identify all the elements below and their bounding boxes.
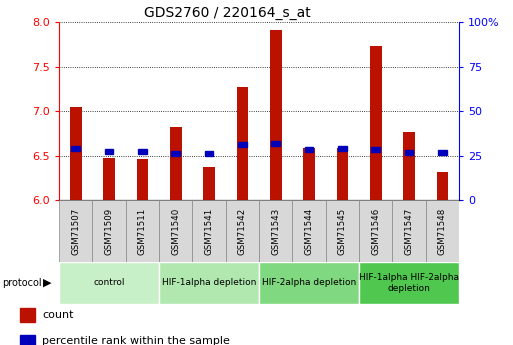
Bar xyxy=(437,172,448,200)
Bar xyxy=(171,151,180,156)
Bar xyxy=(271,141,280,146)
Bar xyxy=(438,150,447,155)
Bar xyxy=(136,159,148,200)
Text: percentile rank within the sample: percentile rank within the sample xyxy=(43,336,230,345)
FancyBboxPatch shape xyxy=(326,200,359,262)
Bar xyxy=(203,167,215,200)
Bar xyxy=(236,87,248,200)
FancyBboxPatch shape xyxy=(92,200,126,262)
FancyBboxPatch shape xyxy=(192,200,226,262)
Text: GSM71541: GSM71541 xyxy=(205,208,213,255)
FancyBboxPatch shape xyxy=(59,262,159,304)
FancyBboxPatch shape xyxy=(359,200,392,262)
Bar xyxy=(205,151,213,156)
Text: protocol: protocol xyxy=(3,278,42,288)
FancyBboxPatch shape xyxy=(259,262,359,304)
Text: GSM71542: GSM71542 xyxy=(238,208,247,255)
Bar xyxy=(305,147,313,152)
Bar xyxy=(303,148,315,200)
Text: GSM71547: GSM71547 xyxy=(405,208,413,255)
Bar xyxy=(338,146,347,151)
Bar xyxy=(71,146,80,151)
Title: GDS2760 / 220164_s_at: GDS2760 / 220164_s_at xyxy=(144,6,310,20)
Text: GSM71540: GSM71540 xyxy=(171,208,180,255)
FancyBboxPatch shape xyxy=(59,200,92,262)
Text: GSM71509: GSM71509 xyxy=(105,208,113,255)
FancyBboxPatch shape xyxy=(292,200,326,262)
FancyBboxPatch shape xyxy=(126,200,159,262)
FancyBboxPatch shape xyxy=(259,200,292,262)
Text: GSM71546: GSM71546 xyxy=(371,208,380,255)
Bar xyxy=(337,148,348,200)
Text: GSM71548: GSM71548 xyxy=(438,208,447,255)
Bar xyxy=(105,149,113,154)
Bar xyxy=(403,132,415,200)
Text: HIF-1alpha depletion: HIF-1alpha depletion xyxy=(162,278,256,287)
FancyBboxPatch shape xyxy=(359,262,459,304)
Text: count: count xyxy=(43,310,74,320)
Bar xyxy=(370,47,382,200)
Bar xyxy=(70,107,82,200)
Bar xyxy=(371,147,380,152)
Text: GSM71544: GSM71544 xyxy=(305,208,313,255)
FancyBboxPatch shape xyxy=(159,262,259,304)
Bar xyxy=(405,150,413,155)
Text: GSM71507: GSM71507 xyxy=(71,208,80,255)
Text: HIF-2alpha depletion: HIF-2alpha depletion xyxy=(262,278,356,287)
Bar xyxy=(238,142,247,147)
Bar xyxy=(103,158,115,200)
Bar xyxy=(21,335,35,345)
FancyBboxPatch shape xyxy=(426,200,459,262)
Bar xyxy=(21,308,35,322)
FancyBboxPatch shape xyxy=(226,200,259,262)
Text: GSM71543: GSM71543 xyxy=(271,208,280,255)
Text: HIF-1alpha HIF-2alpha
depletion: HIF-1alpha HIF-2alpha depletion xyxy=(359,273,459,293)
Text: GSM71545: GSM71545 xyxy=(338,208,347,255)
Bar xyxy=(138,149,147,154)
Bar xyxy=(270,30,282,200)
FancyBboxPatch shape xyxy=(159,200,192,262)
Bar xyxy=(170,127,182,200)
Text: ▶: ▶ xyxy=(43,278,51,288)
FancyBboxPatch shape xyxy=(392,200,426,262)
Text: control: control xyxy=(93,278,125,287)
Text: GSM71511: GSM71511 xyxy=(138,208,147,255)
